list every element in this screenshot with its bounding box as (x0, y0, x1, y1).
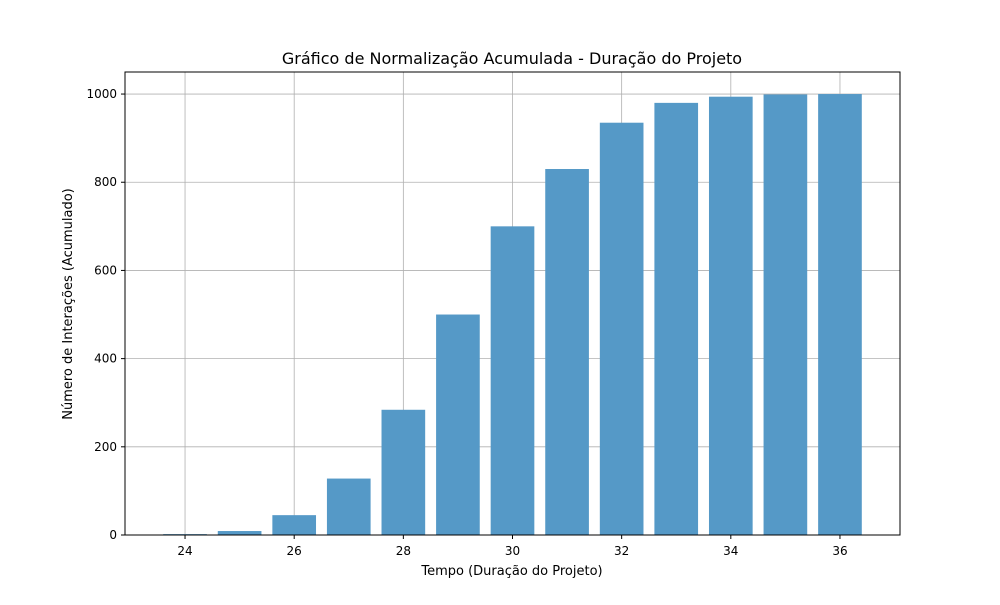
bar (490, 226, 535, 536)
y-tick-label: 1000 (86, 87, 117, 101)
y-tick-label: 600 (94, 263, 117, 277)
bar (272, 515, 317, 535)
chart-title: Gráfico de Normalização Acumulada - Dura… (282, 49, 742, 68)
y-tick-label: 0 (109, 528, 117, 542)
y-axis-label: Número de Interações (Acumulado) (61, 188, 76, 420)
ticks: 24 26 28 30 32 34 36 0 200 400 600 800 1000 (86, 87, 847, 558)
x-tick-label: 26 (287, 544, 302, 558)
bar (381, 409, 426, 535)
y-tick-label: 800 (94, 175, 117, 189)
bar (654, 102, 699, 535)
y-tick-label: 200 (94, 440, 117, 454)
bars (163, 94, 862, 536)
bar (217, 531, 262, 535)
x-tick-label: 34 (723, 544, 738, 558)
bar (599, 122, 644, 535)
x-tick-label: 24 (177, 544, 192, 558)
bar (708, 96, 753, 536)
x-tick-label: 32 (614, 544, 629, 558)
x-tick-label: 30 (505, 544, 520, 558)
y-tick-label: 400 (94, 352, 117, 366)
bar (436, 314, 480, 535)
x-tick-label: 36 (832, 544, 847, 558)
x-tick-label: 28 (396, 544, 411, 558)
bar (763, 94, 808, 535)
bar (326, 478, 371, 535)
x-axis-label: Tempo (Duração do Projeto) (420, 564, 602, 579)
bar (818, 94, 862, 536)
bar (545, 169, 589, 535)
